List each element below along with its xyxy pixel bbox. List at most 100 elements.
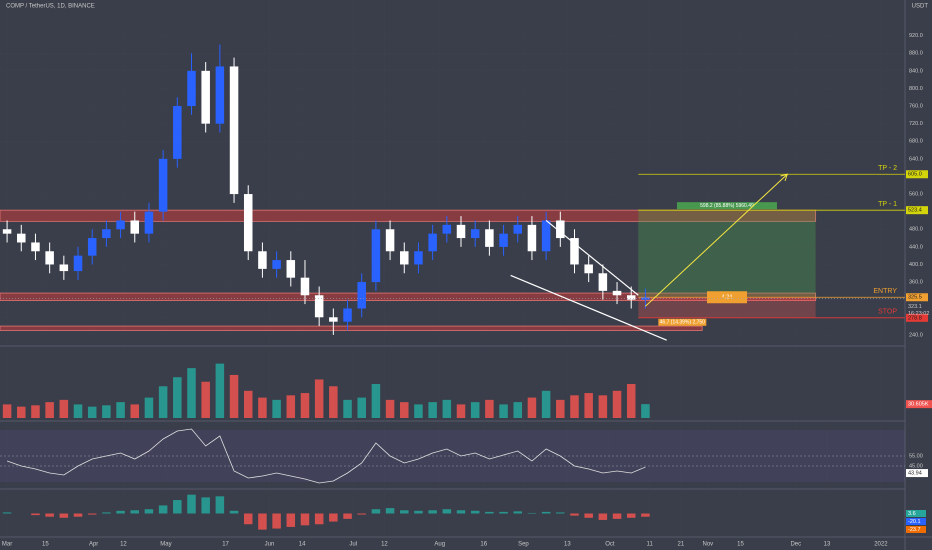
bar (584, 513, 593, 518)
candle-body (343, 308, 352, 322)
indicator-label: -23.7 (908, 527, 921, 533)
candle-body (130, 220, 140, 234)
candle-body (485, 229, 494, 247)
candle-body (144, 211, 154, 234)
bar (158, 386, 168, 418)
bar (173, 500, 182, 514)
bar (286, 395, 296, 418)
symbol-title: COMP / TetherUS, 1D, BINANCE (6, 4, 95, 10)
target-area (638, 210, 816, 298)
bar (201, 381, 210, 418)
bar (229, 374, 239, 418)
bar (570, 513, 579, 516)
bar (371, 384, 381, 418)
candle-body (59, 264, 69, 272)
candle-body (570, 238, 579, 265)
level-label-box (906, 206, 928, 215)
x-tick-label: Mar (2, 542, 12, 548)
bar (158, 505, 168, 514)
bar (541, 511, 551, 514)
candle-body (258, 251, 267, 269)
bar (556, 512, 565, 514)
candle-body (527, 224, 537, 252)
x-tick-label: 12 (381, 542, 388, 548)
y-tick-label: 720.0 (909, 121, 923, 127)
bar (45, 513, 54, 517)
y-tick-label: 400.0 (909, 262, 923, 268)
bar (343, 513, 352, 519)
stop-area (638, 297, 816, 318)
candle-body (215, 66, 225, 124)
x-tick-label: 2022 (874, 542, 888, 548)
target-label: 598.2 (85.88%) 5960.49 (700, 203, 754, 209)
trendline (510, 274, 667, 341)
level-label-box (906, 293, 928, 302)
candle-body (499, 233, 508, 247)
bar (584, 393, 593, 418)
bar (314, 379, 324, 418)
bar (144, 397, 154, 418)
candle-body (470, 229, 480, 239)
indicator-label-box (906, 518, 926, 525)
bar (400, 402, 409, 418)
candle-body (357, 282, 366, 309)
bar (598, 513, 608, 520)
y-tick-label: 480.0 (909, 227, 923, 233)
target-arrow (645, 173, 788, 307)
bar (641, 404, 650, 418)
last-value-box (906, 469, 928, 478)
bar (428, 402, 437, 418)
bar (641, 513, 650, 517)
candle-body (541, 220, 551, 252)
level-label-box (906, 313, 928, 322)
last-price-label: 323.1 (908, 304, 922, 310)
bar (300, 513, 310, 526)
candle-body (329, 317, 338, 322)
y-tick-label: 360.0 (909, 280, 923, 286)
bar (371, 509, 381, 514)
bar (442, 399, 452, 418)
bar (470, 402, 480, 418)
stop-label-box (658, 318, 707, 326)
bar (229, 510, 239, 514)
arrow-head (780, 173, 789, 182)
bar (243, 390, 253, 418)
x-tick-label: May (160, 542, 171, 548)
x-tick-label: 21 (678, 542, 685, 548)
bar (31, 405, 40, 418)
bar (343, 399, 352, 418)
bar (59, 399, 69, 418)
bar (215, 496, 225, 514)
candle-body (2, 229, 12, 234)
bar (243, 513, 253, 525)
candle-body (428, 233, 437, 252)
candle-body (442, 224, 452, 234)
indicator-label: -20.1 (908, 519, 921, 525)
currency: USDT (912, 4, 929, 10)
level-name: STOP (878, 309, 897, 316)
level-label: 278.8 (908, 315, 922, 321)
x-tick-label: Jun (265, 542, 275, 548)
y-tick-label: 45.00 (909, 463, 923, 469)
bar (612, 390, 622, 418)
bar (556, 399, 565, 418)
bar (527, 397, 537, 418)
candle-body (584, 264, 593, 274)
bar (541, 390, 551, 418)
candle-body (272, 260, 281, 269)
indicator-label: 3.6 (908, 511, 916, 517)
bar (499, 404, 508, 418)
level-label: 325.5 (908, 295, 922, 301)
bar (300, 393, 310, 418)
candle-body (229, 66, 239, 195)
bar (513, 402, 523, 418)
indicator-label-box (906, 526, 926, 533)
bar (144, 509, 154, 514)
bar (470, 510, 480, 514)
candle-body (17, 233, 26, 243)
candle-body (400, 251, 409, 265)
y-tick-label: 840.0 (909, 68, 923, 74)
zone (0, 292, 817, 301)
level-label: 523.4 (908, 208, 922, 214)
